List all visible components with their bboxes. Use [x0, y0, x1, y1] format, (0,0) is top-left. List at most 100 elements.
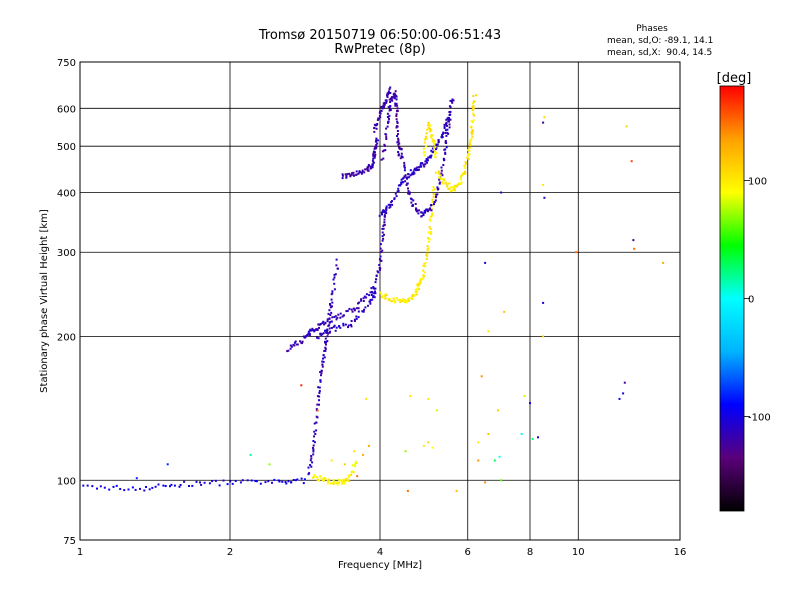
trace-point	[347, 324, 350, 327]
trace-point	[307, 332, 310, 335]
scatter-point	[500, 191, 503, 194]
trace-point	[307, 473, 310, 476]
trace-point	[350, 473, 353, 476]
trace-point	[319, 475, 322, 478]
trace-point	[312, 450, 315, 453]
trace-point	[432, 193, 435, 196]
trace-point	[383, 106, 386, 108]
trace-point	[383, 149, 386, 152]
trace-point	[465, 161, 468, 164]
trace-point	[373, 130, 376, 133]
trace-point	[385, 127, 388, 130]
trace-point	[218, 484, 221, 487]
trace-point	[300, 477, 303, 480]
trace-point	[453, 186, 456, 189]
trace-point	[444, 132, 447, 134]
trace-point	[427, 159, 429, 162]
trace-point	[451, 98, 454, 101]
trace-point	[444, 151, 447, 154]
trace-point	[385, 100, 388, 103]
trace-point	[290, 345, 293, 348]
trace-point	[374, 287, 377, 290]
trace-point	[397, 133, 399, 136]
trace-point	[445, 123, 448, 126]
trace-point	[310, 465, 313, 468]
trace-point	[331, 305, 333, 308]
trace-point	[374, 153, 377, 156]
trace-point	[391, 96, 394, 99]
trace-point	[415, 167, 418, 170]
scatter-point	[498, 455, 501, 458]
trace-point	[366, 168, 369, 171]
trace-point	[370, 165, 373, 168]
trace-point	[308, 472, 311, 475]
scatter-point	[542, 121, 545, 124]
trace-point	[313, 329, 316, 332]
y-tick-label: 750	[57, 58, 76, 69]
trace-point	[313, 422, 316, 425]
trace-point	[413, 294, 415, 297]
trace-point	[391, 200, 393, 203]
trace-point	[445, 146, 448, 149]
trace-point	[403, 164, 406, 167]
trace-point	[438, 170, 441, 173]
trace-point	[361, 169, 364, 172]
colorbar-tick-label: 100	[748, 176, 767, 187]
trace-point	[351, 464, 354, 467]
trace-point	[391, 203, 394, 206]
trace-point	[376, 139, 379, 142]
trace-point	[384, 210, 387, 213]
trace-point	[427, 237, 429, 239]
scatter-point	[542, 335, 545, 338]
trace-point	[439, 174, 442, 177]
trace-point	[470, 138, 473, 141]
trace-point	[372, 153, 375, 156]
trace-point	[374, 140, 377, 143]
y-tick-label: 75	[63, 536, 76, 547]
trace-point	[389, 92, 392, 94]
trace-point	[414, 294, 417, 297]
trace-point	[440, 166, 443, 169]
trace-point	[323, 477, 326, 479]
trace-point	[397, 187, 400, 190]
trace-point	[375, 145, 378, 148]
trace-point	[381, 150, 384, 153]
trace-point	[115, 484, 118, 487]
trace-point	[364, 306, 367, 309]
trace-point	[411, 295, 414, 298]
trace-point	[398, 147, 401, 150]
trace-point	[389, 109, 392, 111]
trace-point	[389, 203, 391, 206]
trace-point	[379, 291, 382, 294]
trace-point	[383, 103, 386, 106]
trace-point	[383, 144, 386, 147]
trace-point	[423, 141, 426, 144]
trace-point	[418, 288, 421, 291]
scatter-point	[316, 409, 319, 412]
trace-point	[427, 231, 430, 234]
phase-info-title: Phases	[636, 24, 668, 34]
scatter-point	[520, 433, 523, 435]
trace-point	[471, 129, 474, 132]
trace-point	[399, 299, 402, 301]
colorbar-tick-label: 0	[748, 295, 754, 306]
trace-point	[179, 484, 182, 486]
trace-point	[400, 182, 403, 185]
trace-point	[355, 317, 358, 320]
trace-point	[381, 235, 384, 238]
trace-point	[320, 477, 323, 480]
trace-point	[388, 299, 391, 301]
scatter-point	[662, 261, 665, 264]
trace-point	[466, 155, 469, 157]
trace-point	[397, 151, 400, 153]
trace-point	[322, 332, 325, 335]
trace-point	[420, 165, 423, 168]
trace-point	[407, 190, 410, 193]
trace-point	[321, 333, 324, 336]
trace-point	[401, 299, 404, 302]
trace-point	[324, 477, 327, 480]
trace-point	[394, 90, 397, 93]
trace-point	[416, 166, 419, 169]
trace-point	[347, 326, 349, 329]
trace-point	[427, 126, 430, 129]
